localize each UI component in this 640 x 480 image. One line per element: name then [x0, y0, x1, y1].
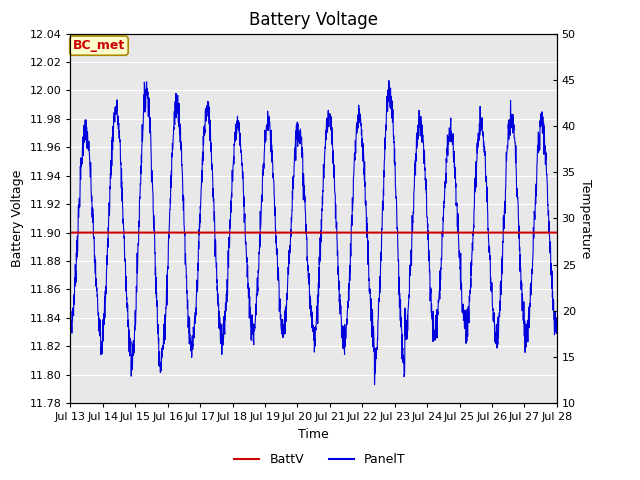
- Y-axis label: Battery Voltage: Battery Voltage: [11, 170, 24, 267]
- Title: Battery Voltage: Battery Voltage: [249, 11, 378, 29]
- Y-axis label: Temperature: Temperature: [579, 179, 593, 258]
- Legend: BattV, PanelT: BattV, PanelT: [229, 448, 411, 471]
- X-axis label: Time: Time: [298, 428, 329, 441]
- Text: BC_met: BC_met: [73, 39, 125, 52]
